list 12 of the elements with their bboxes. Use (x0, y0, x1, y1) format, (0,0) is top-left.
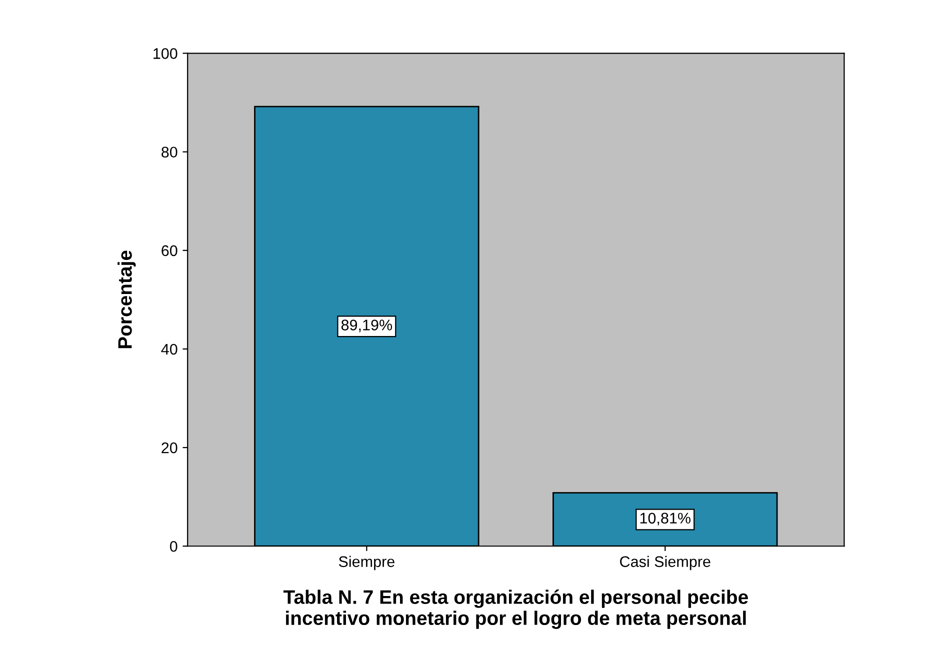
y-axis-title: Porcentaje (118, 250, 136, 348)
x-tick-label: Casi Siempre (620, 556, 710, 570)
x-axis-title: Tabla N. 7 En esta organización el personal pecibe incentivo monetario por el logro de meta personal (283, 590, 748, 629)
x-tick-label: Siempre (338, 556, 394, 570)
data-label: 10,81% (640, 512, 690, 526)
y-tick-label: 20 (162, 442, 178, 454)
data-label: 89,19% (341, 320, 392, 332)
y-tick-label: 60 (162, 245, 178, 256)
y-tick-label: 0 (170, 540, 178, 552)
y-tick-label: 100 (154, 48, 178, 59)
y-tick-label: 80 (162, 146, 178, 158)
y-tick-label: 40 (161, 344, 178, 355)
